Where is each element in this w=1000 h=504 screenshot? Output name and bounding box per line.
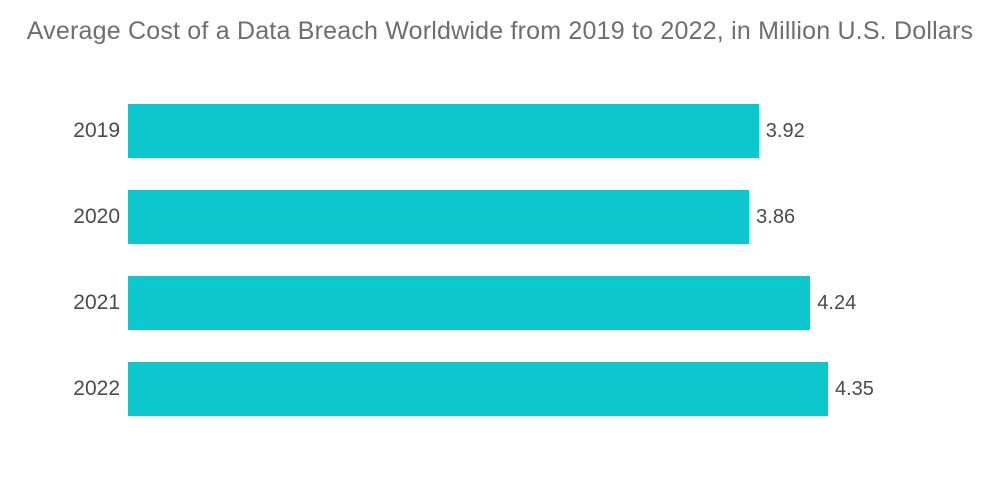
bar-row: 2019 3.92 [0,104,1000,158]
bar-2020 [128,190,750,244]
category-label-2019: 2019 [73,119,120,142]
bar-2019 [128,104,759,158]
chart-title: Average Cost of a Data Breach Worldwide … [26,17,974,45]
category-label-2021: 2021 [73,291,120,314]
bar-row: 2021 4.24 [0,276,1000,330]
bar-2022 [128,362,828,416]
value-label-2019: 3.92 [765,119,805,142]
category-label-2022: 2022 [73,377,120,400]
bar-row: 2020 3.86 [0,190,1000,244]
bar-row: 2022 4.35 [0,362,1000,416]
value-label-2021: 4.24 [817,291,857,314]
bar-chart: 2019 3.92 2020 3.86 2021 4.24 2022 4.35 [0,104,1000,416]
category-label-2020: 2020 [73,205,120,228]
value-label-2022: 4.35 [835,377,874,400]
bar-2021 [128,276,811,330]
value-label-2020: 3.86 [756,205,796,228]
